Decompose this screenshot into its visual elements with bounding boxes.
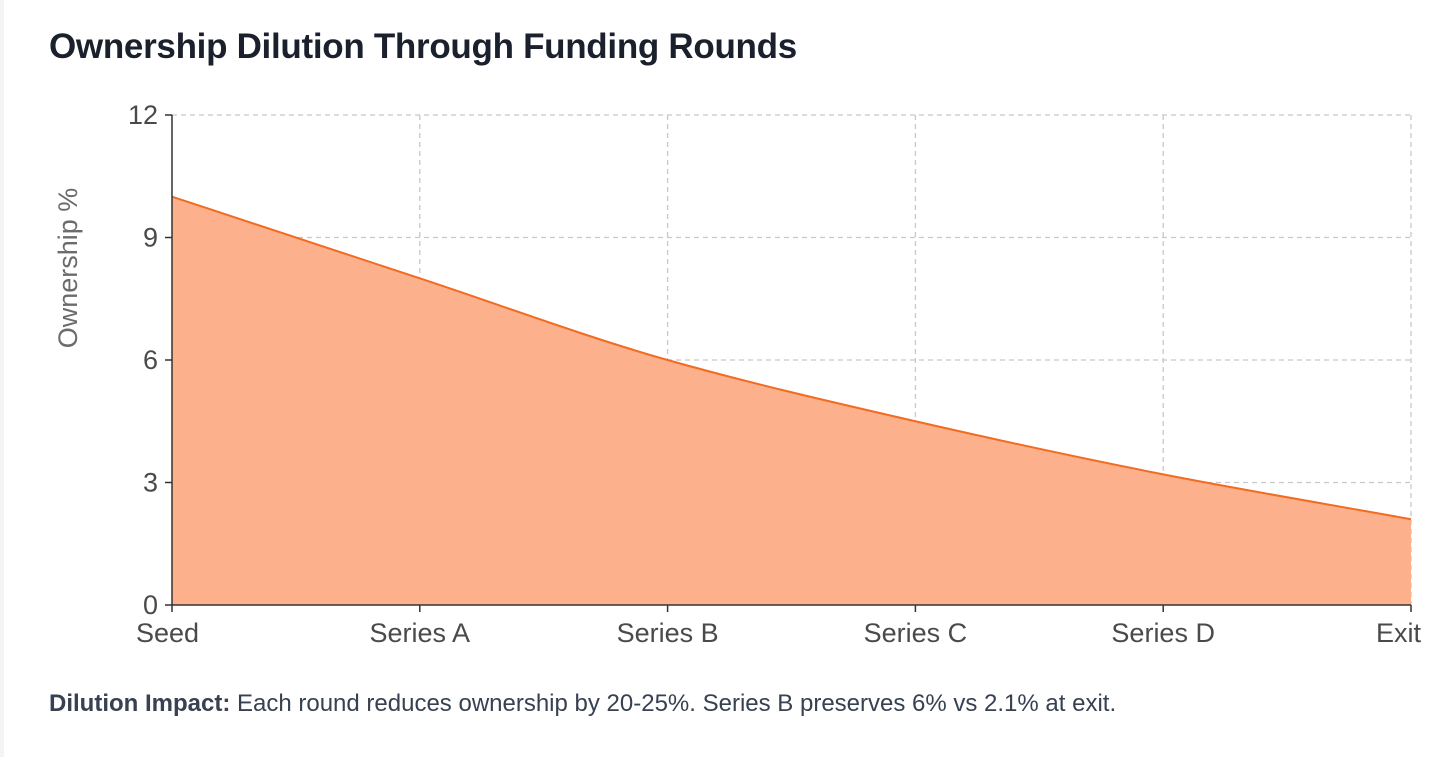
y-tick-label: 12 — [128, 100, 158, 130]
y-tick-label: 6 — [143, 345, 158, 375]
y-tick-label: 3 — [143, 468, 158, 498]
dilution-note-text: Each round reduces ownership by 20-25%. … — [230, 690, 1117, 717]
dilution-note: Dilution Impact: Each round reduces owne… — [49, 690, 1116, 718]
card-edge — [0, 0, 4, 757]
x-tick-label: Seed — [136, 618, 199, 648]
x-tick-label: Exit — [1376, 618, 1422, 648]
y-axis-title: Ownership % — [53, 188, 83, 349]
x-tick-label: Series A — [370, 618, 471, 648]
area-chart: 0 3 6 9 12 Seed Series A Series B Series C Serie… — [53, 100, 1421, 648]
dilution-note-label: Dilution Impact: — [49, 690, 231, 717]
x-tick-label: Series C — [864, 618, 968, 648]
x-tick-label: Series D — [1111, 618, 1215, 648]
chart-title: Ownership Dilution Through Funding Round… — [49, 27, 797, 66]
series-line — [171, 195, 1412, 521]
x-axis-ticks: Seed Series A Series B Series C Series D Exit — [136, 605, 1421, 648]
y-axis-ticks: 0 3 6 9 12 — [128, 100, 172, 620]
area-fill — [172, 196, 1411, 605]
x-tick-label: Series B — [617, 618, 719, 648]
y-tick-label: 9 — [143, 223, 158, 253]
y-tick-label: 0 — [143, 590, 158, 620]
